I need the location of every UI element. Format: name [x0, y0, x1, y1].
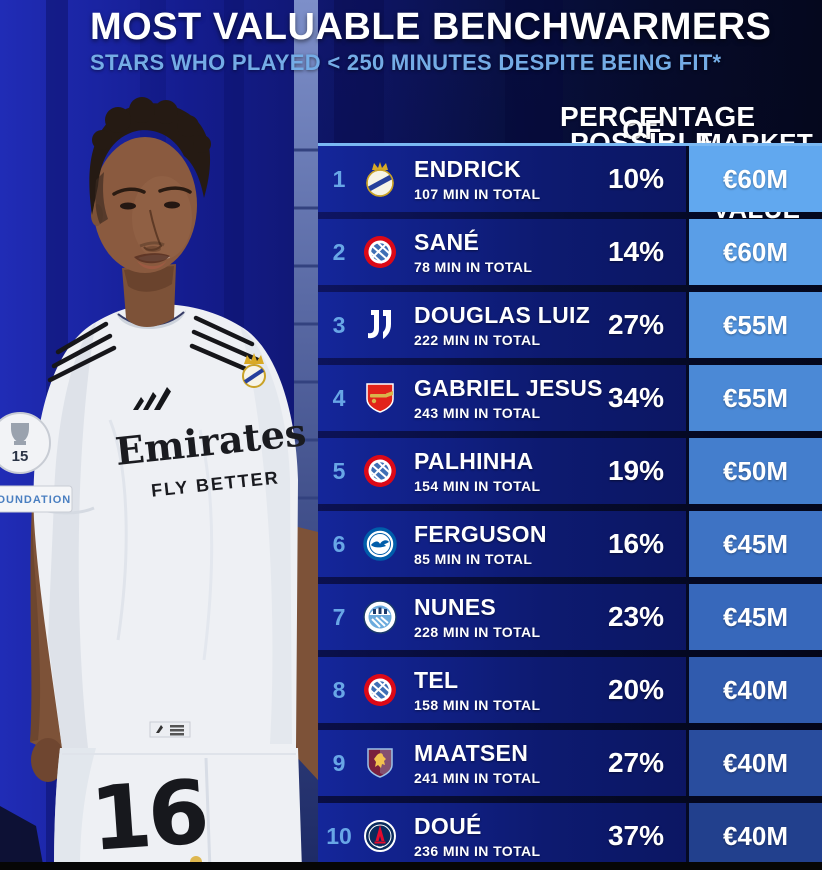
shorts: 16 — [54, 748, 302, 870]
bayern-badge-icon — [360, 451, 400, 491]
percentage-value: 34% — [607, 382, 665, 413]
market-value-cell: €50M — [686, 438, 822, 504]
player-info: MAATSEN 241 MIN IN TOTAL — [400, 740, 586, 786]
minutes-label: 107 MIN IN TOTAL — [414, 186, 541, 202]
jersey: Emirates FLY BETTER 15 FOUNDATION — [0, 304, 308, 748]
minutes-label: 228 MIN IN TOTAL — [414, 624, 541, 640]
rank-label: 6 — [332, 530, 346, 557]
table-row: 10 DOUÉ 236 MIN IN TOTAL 37% €40M — [318, 803, 822, 869]
player-name: PALHINHA — [414, 448, 534, 474]
table-row: 7 NUNES 228 MIN IN TOTAL 23% €45M — [318, 584, 822, 650]
player-name: FERGUSON — [414, 521, 547, 547]
minutes-label: 85 MIN IN TOTAL — [414, 551, 533, 567]
rank-label: 10 — [326, 822, 352, 849]
percentage-value: 27% — [607, 747, 665, 778]
minutes-label: 158 MIN IN TOTAL — [414, 697, 541, 713]
rank-label: 3 — [332, 311, 346, 338]
club-crest-icon — [242, 353, 266, 388]
table-row: 5 PALHINHA 154 MIN IN TOTAL 19% €50M — [318, 438, 822, 504]
brighton-badge-icon — [360, 524, 400, 564]
bayern-badge-icon — [360, 670, 400, 710]
player-name: DOUGLAS LUIZ — [414, 302, 591, 328]
table-row: 6 FERGUSON 85 MIN IN TOTAL 16% €45M — [318, 511, 822, 577]
percentage-value: 19% — [607, 455, 665, 486]
table-row: 3 DOUGLAS LUIZ 222 MIN IN TOTAL 27% €55M — [318, 292, 822, 358]
minutes-label: 222 MIN IN TOTAL — [414, 332, 541, 348]
player-name: TEL — [414, 667, 459, 693]
minutes-label: 241 MIN IN TOTAL — [414, 770, 541, 786]
percentage-value: 14% — [607, 236, 665, 267]
table-row: 2 SANÉ 78 MIN IN TOTAL 14% €60M — [318, 219, 822, 285]
page-subtitle: STARS WHO PLAYED < 250 MINUTES DESPITE B… — [90, 50, 722, 75]
percentage-value: 16% — [607, 528, 665, 559]
bayern-badge-icon — [360, 232, 400, 272]
page-title: MOST VALUABLE BENCHWARMERS — [90, 6, 772, 48]
minutes-label: 78 MIN IN TOTAL — [414, 259, 533, 275]
psg-badge-icon — [360, 816, 400, 856]
market-value-cell: €45M — [686, 511, 822, 577]
rank-label: 5 — [332, 457, 346, 484]
market-value-cell: €55M — [686, 292, 822, 358]
shorts-number: 16 — [87, 760, 208, 870]
player-name: SANÉ — [414, 229, 480, 255]
market-value-cell: €45M — [686, 584, 822, 650]
percentage-value: 10% — [607, 163, 665, 194]
minutes-label: 243 MIN IN TOTAL — [414, 405, 541, 421]
player-info: FERGUSON 85 MIN IN TOTAL — [400, 521, 586, 567]
player-info: GABRIEL JESUS 243 MIN IN TOTAL — [400, 375, 603, 421]
player-name: MAATSEN — [414, 740, 529, 766]
table-row: 9 MAATSEN 241 MIN IN TOTAL 27% €40M — [318, 730, 822, 796]
table-row: 1 ENDRICK 107 MIN IN TOTAL 10% €60M — [318, 143, 822, 212]
percentage-value: 20% — [607, 674, 665, 705]
player-photo-illustration: Emirates FLY BETTER 15 FOUNDATION — [0, 0, 318, 870]
rank-label: 9 — [332, 749, 346, 776]
market-value-cell: €40M — [686, 657, 822, 723]
player-name: GABRIEL JESUS — [414, 375, 603, 401]
minutes-label: 236 MIN IN TOTAL — [414, 843, 541, 859]
table-row: 4 GABRIEL JESUS 243 MIN IN TOTAL 34% €55… — [318, 365, 822, 431]
rank-label: 8 — [332, 676, 346, 703]
juventus-badge-icon — [360, 305, 400, 345]
player-name: DOUÉ — [414, 813, 482, 839]
foundation-patch: FOUNDATION — [0, 485, 73, 513]
market-value-cell: €40M — [686, 803, 822, 869]
minutes-label: 154 MIN IN TOTAL — [414, 478, 541, 494]
market-value-cell: €60M — [686, 219, 822, 285]
percentage-value: 37% — [607, 820, 665, 851]
foundation-patch-text: FOUNDATION — [0, 494, 71, 506]
aston-villa-badge-icon — [360, 743, 400, 783]
rank-label: 2 — [332, 238, 346, 265]
percentage-value: 23% — [607, 601, 665, 632]
percentage-value: 27% — [607, 309, 665, 340]
ucl-badge-icon: 15 — [0, 412, 51, 474]
table-row: 8 TEL 158 MIN IN TOTAL 20% €40M — [318, 657, 822, 723]
rank-label: 7 — [332, 603, 346, 630]
player-info: PALHINHA 154 MIN IN TOTAL — [400, 448, 586, 494]
market-value-cell: €60M — [686, 146, 822, 212]
market-value-cell: €55M — [686, 365, 822, 431]
arsenal-badge-icon — [360, 378, 400, 418]
player-info: SANÉ 78 MIN IN TOTAL — [400, 229, 586, 275]
player-info: DOUÉ 236 MIN IN TOTAL — [400, 813, 586, 859]
benchwarmers-table: 1 ENDRICK 107 MIN IN TOTAL 10% €60M 2 SA… — [318, 143, 822, 870]
rank-label: 1 — [332, 165, 346, 192]
player-info: TEL 158 MIN IN TOTAL — [400, 667, 586, 713]
rank-label: 4 — [332, 384, 346, 411]
player-info: DOUGLAS LUIZ 222 MIN IN TOTAL — [400, 302, 591, 348]
adidas-logo-icon — [133, 387, 171, 410]
real-madrid-badge-icon — [360, 159, 400, 199]
ucl-badge-number: 15 — [12, 448, 29, 465]
player-info: NUNES 228 MIN IN TOTAL — [400, 594, 586, 640]
bottom-border-bar — [0, 862, 822, 870]
player-head — [89, 97, 211, 273]
market-value-cell: €40M — [686, 730, 822, 796]
player-name: NUNES — [414, 594, 497, 620]
player-name: ENDRICK — [414, 156, 521, 182]
player-info: ENDRICK 107 MIN IN TOTAL — [400, 156, 586, 202]
man-city-badge-icon — [360, 597, 400, 637]
